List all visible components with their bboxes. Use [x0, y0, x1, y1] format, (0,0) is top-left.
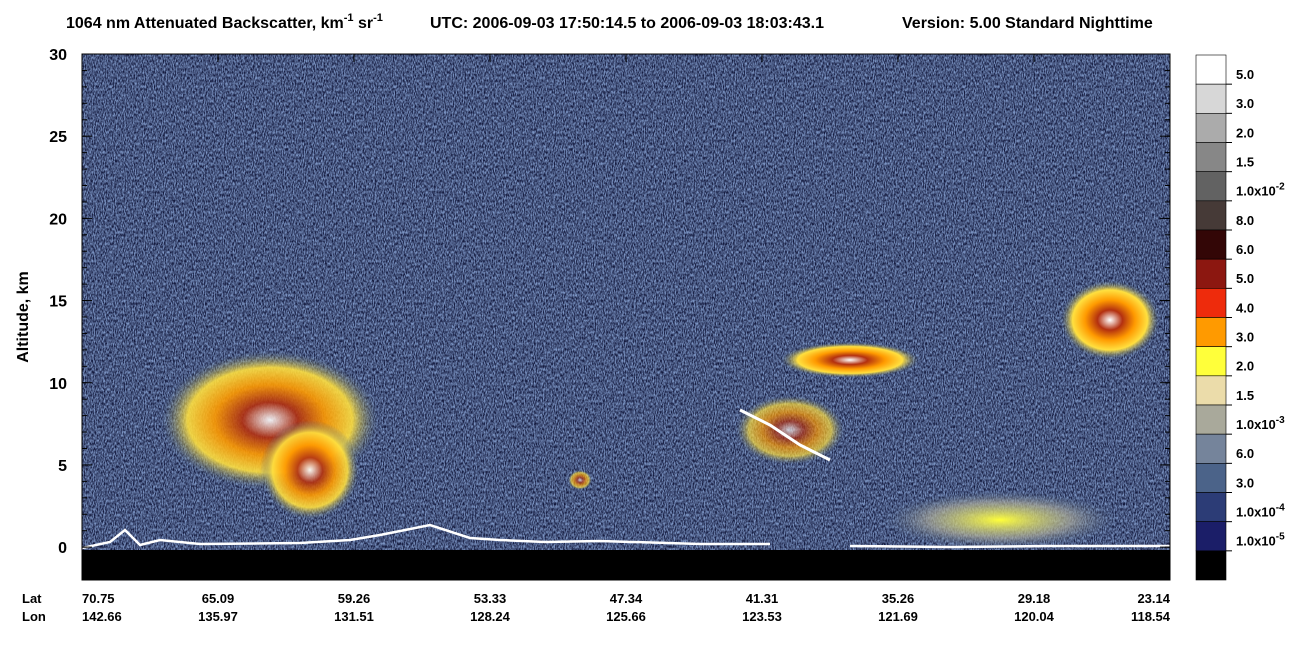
chart-title: 1064 nm Attenuated Backscatter, km-1 sr-…	[66, 12, 383, 32]
colorbar-label: 3.0	[1236, 329, 1254, 344]
colorbar-label: 5.0	[1236, 67, 1254, 82]
colorbar-label-base: 3.0	[1236, 96, 1254, 111]
colorbar-swatch	[1195, 113, 1227, 143]
colorbar-label-base: 2.0	[1236, 359, 1254, 374]
colorbar-label-base: 1.0x10	[1236, 534, 1276, 549]
colorbar-swatch	[1195, 404, 1227, 435]
colorbar-label: 1.5	[1236, 388, 1254, 403]
y-tick-label: 15	[49, 294, 67, 311]
title-superscript: -1	[373, 12, 383, 24]
colorbar-label-base: 3.0	[1236, 475, 1254, 490]
colorbar-label: 2.0	[1236, 125, 1254, 140]
x-tick-label: 123.53	[742, 609, 782, 624]
colorbar-swatch	[1195, 375, 1227, 406]
colorbar-label-base: 1.5	[1236, 388, 1254, 403]
x-tick-label: 59.26	[338, 591, 371, 606]
colorbar-label-base: 4.0	[1236, 300, 1254, 315]
title-superscript: -1	[344, 12, 354, 24]
x-tick-label: 53.33	[474, 591, 507, 606]
colorbar-label: 1.0x10-5	[1236, 532, 1285, 549]
colorbar-label-base: 6.0	[1236, 242, 1254, 257]
x-tick-label: 128.24	[470, 609, 511, 624]
colorbar-label: 1.0x10-3	[1236, 415, 1285, 432]
x-tick-label: 131.51	[334, 609, 374, 624]
colorbar-label: 5.0	[1236, 271, 1254, 286]
x-tick-label: 35.26	[882, 591, 915, 606]
colorbar-label-base: 3.0	[1236, 329, 1254, 344]
x-tick-label: 23.14	[1137, 591, 1170, 606]
colorbar-swatch	[1195, 317, 1227, 347]
y-tick-label: 10	[49, 376, 67, 393]
x-tick-label: 65.09	[202, 591, 235, 606]
colorbar-swatch	[1195, 229, 1227, 260]
y-tick-label: 20	[49, 211, 67, 228]
colorbar-swatch	[1195, 288, 1227, 318]
y-tick-label: 30	[49, 47, 67, 64]
colorbar-swatch	[1195, 492, 1227, 522]
curtain-image	[82, 54, 1170, 580]
colorbar-label-base: 1.0x10	[1236, 184, 1276, 199]
y-tick-label: 5	[58, 458, 67, 475]
colorbar-swatch	[1195, 433, 1227, 464]
colorbar-label-exp: -5	[1276, 532, 1285, 543]
x-tick-label: 142.66	[82, 609, 122, 624]
colorbar-swatch	[1195, 142, 1227, 172]
colorbar-swatch	[1195, 200, 1227, 231]
colorbar-label: 1.0x10-4	[1236, 502, 1285, 519]
x-tick-label: 121.69	[878, 609, 918, 624]
colorbar-label: 1.0x10-2	[1236, 182, 1285, 199]
colorbar-swatch	[1195, 521, 1227, 552]
x-tick-label: 70.75	[82, 591, 115, 606]
colorbar-swatch	[1195, 171, 1227, 202]
colorbar-label: 4.0	[1236, 300, 1254, 315]
colorbar-swatch	[1195, 258, 1227, 289]
colorbar-label-base: 5.0	[1236, 271, 1254, 286]
colorbar-swatch	[1195, 463, 1227, 493]
utc-range: UTC: 2006-09-03 17:50:14.5 to 2006-09-03…	[430, 15, 824, 32]
x-tick-label: 29.18	[1018, 591, 1051, 606]
colorbar-label: 3.0	[1236, 96, 1254, 111]
colorbar-label-base: 5.0	[1236, 67, 1254, 82]
x-tick-label: 135.97	[198, 609, 238, 624]
y-axis-label: Altitude, km	[15, 271, 32, 363]
colorbar-label-base: 6.0	[1236, 446, 1254, 461]
colorbar-label-exp: -4	[1276, 502, 1285, 513]
colorbar-label: 8.0	[1236, 213, 1254, 228]
x-tick-label: 120.04	[1014, 609, 1055, 624]
title-part: 1064 nm Attenuated Backscatter, km	[66, 15, 344, 32]
colorbar-label-base: 8.0	[1236, 213, 1254, 228]
colorbar-label-base: 1.5	[1236, 154, 1254, 169]
colorbar-label-exp: -2	[1276, 182, 1285, 193]
colorbar-label-base: 1.0x10	[1236, 417, 1276, 432]
colorbar-label: 3.0	[1236, 475, 1254, 490]
colorbar-label-exp: -3	[1276, 415, 1285, 426]
colorbar-label-base: 2.0	[1236, 125, 1254, 140]
y-tick-label: 25	[49, 129, 67, 146]
x-tick-label: 41.31	[746, 591, 779, 606]
x-tick-label: 125.66	[606, 609, 646, 624]
colorbar-swatch	[1195, 54, 1227, 85]
x-tick-label: 118.54	[1131, 609, 1171, 624]
version: Version: 5.00 Standard Nighttime	[902, 15, 1153, 32]
colorbar-label-base: 1.0x10	[1236, 504, 1276, 519]
colorbar-swatch	[1195, 550, 1227, 581]
title-part: sr	[354, 15, 374, 32]
colorbar-label: 6.0	[1236, 446, 1254, 461]
x-row-name: Lat	[22, 591, 42, 606]
colorbar-label: 6.0	[1236, 242, 1254, 257]
y-tick-label: 0	[58, 540, 67, 557]
colorbar-label: 1.5	[1236, 154, 1254, 169]
x-row-name: Lon	[22, 609, 46, 624]
colorbar-label: 2.0	[1236, 359, 1254, 374]
colorbar-swatch	[1195, 346, 1227, 377]
colorbar-swatch	[1195, 83, 1227, 114]
x-tick-label: 47.34	[610, 591, 643, 606]
